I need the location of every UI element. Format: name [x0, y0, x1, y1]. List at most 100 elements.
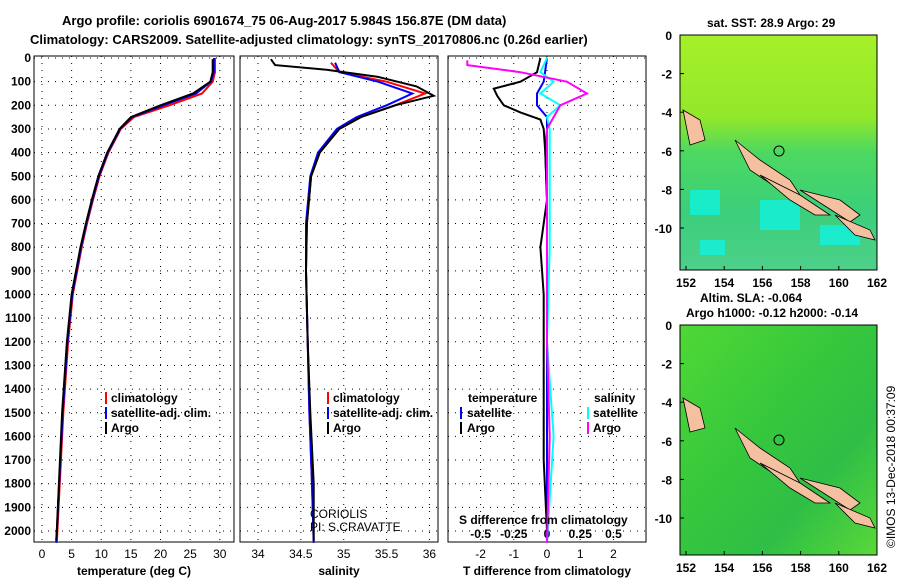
sst-map-title: sat. SST: 28.9 Argo: 29: [707, 16, 836, 30]
map-x-tick-label: 162: [867, 561, 887, 575]
x-axis-label: T difference from climatology: [463, 564, 631, 578]
legend-swatch-argo: [327, 422, 329, 434]
sla-map-title: Altim. SLA: -0.064: [700, 291, 802, 305]
x-tick-label: 15: [124, 547, 138, 561]
legend-label: satellite-adj. clim.: [111, 406, 211, 420]
map-x-tick-label: 160: [829, 276, 849, 290]
map-y-tick-label: -4: [661, 106, 672, 120]
y-tick-label: 800: [11, 240, 31, 254]
y-tick-label: 1500: [4, 406, 31, 420]
map-x-tick-label: 152: [676, 561, 696, 575]
x-tick-label: 0: [544, 547, 551, 561]
y-tick-label: 1800: [4, 477, 31, 491]
map-x-tick-label: 152: [676, 276, 696, 290]
argo-location-marker: [773, 145, 785, 157]
x-tick-label: 35: [337, 547, 351, 561]
legend-swatch-t-satellite: [460, 407, 462, 419]
x-tick-label: 35.5: [375, 547, 399, 561]
x-axis-label: temperature (deg C): [77, 564, 191, 578]
y-tick-label: 100: [11, 75, 31, 89]
sla-field: [679, 324, 878, 556]
legend-label: satellite: [467, 406, 512, 420]
coastline: [682, 109, 876, 241]
legend-label: Argo: [333, 421, 361, 435]
legend-label: climatology: [333, 391, 400, 405]
map-y-tick-label: -10: [655, 512, 673, 526]
map-x-tick-label: 158: [791, 276, 811, 290]
y-tick-label: 500: [11, 169, 31, 183]
plot-frame: [239, 55, 439, 543]
temperature-legend: climatology satellite-adj. clim. Argo: [105, 391, 211, 435]
x-tick-label: 34.5: [289, 547, 313, 561]
sla-map-axes: 152 154 156 158 160 162 0 -2 -4 -6 -8 -10: [655, 319, 888, 575]
y-tick-label: 1300: [4, 358, 31, 372]
map-y-tick-label: -4: [661, 396, 672, 410]
x-tick-label: 30: [213, 547, 227, 561]
map-y-tick-label: -8: [661, 473, 672, 487]
annotation-institution: CORIOLIS: [310, 507, 367, 521]
map-y-tick-label: -8: [661, 183, 672, 197]
legend-label: climatology: [111, 391, 178, 405]
y-tick-label: 900: [11, 264, 31, 278]
x-tick-label: 10: [95, 547, 109, 561]
x-tick-label: 25: [183, 547, 197, 561]
map-x-tick-label: 160: [829, 561, 849, 575]
credit-text: ©IMOS 13-Dec-2018 00:37:09: [884, 385, 898, 548]
y-tick-label: 1200: [4, 335, 31, 349]
legend-title-salinity: salinity: [594, 391, 636, 405]
x-tick-label: 0: [39, 547, 46, 561]
legend-label: satellite: [593, 406, 638, 420]
map-x-tick-label: 162: [867, 276, 887, 290]
legend-swatch-s-argo: [587, 422, 589, 434]
title-line-1: Argo profile: coriolis 6901674_75 06-Aug…: [62, 13, 506, 28]
legend-swatch-satellite: [327, 407, 329, 419]
legend-swatch-climatology: [105, 392, 107, 404]
x-axis-label-s-diff: S difference from climatology: [459, 513, 628, 527]
map-x-tick-label: 156: [752, 276, 772, 290]
legend-label: Argo: [111, 421, 139, 435]
map-y-tick-label: -2: [661, 358, 672, 372]
x-axis-label: salinity: [318, 564, 360, 578]
map-y-tick-label: -6: [661, 435, 672, 449]
x-tick-label: 20: [154, 547, 168, 561]
y-tick-label: 1000: [4, 288, 31, 302]
legend-label: Argo: [467, 421, 495, 435]
x-tick-label: 1: [577, 547, 584, 561]
y-tick-label: 1100: [5, 311, 31, 325]
series-line-argo: [270, 58, 437, 541]
y-tick-label: 1700: [4, 453, 31, 467]
x-tick-label: 5: [68, 547, 75, 561]
map-x-tick-label: 154: [714, 561, 734, 575]
plot-frame: [33, 55, 235, 543]
map-x-tick-label: 154: [714, 276, 734, 290]
annotation-pi: PI: S.CRAVATTE: [310, 520, 401, 534]
sla-map: Altim. SLA: -0.064 Argo h1000: -0.12 h20…: [679, 291, 878, 556]
legend-swatch-climatology: [327, 392, 329, 404]
series-line-argo: [55, 59, 214, 541]
series-line-temperature-argo: [492, 57, 549, 532]
temperature-panel: 0 5 10 15 20 25 30 temperature (deg C) 0 100 200 30…: [4, 51, 235, 578]
sst-map: sat. SST: 28.9 Argo: 29: [679, 16, 878, 271]
map-y-tick-label: 0: [665, 319, 672, 333]
x-tick-label: 2: [610, 547, 617, 561]
y-tick-label: 400: [11, 146, 31, 160]
y-tick-label: 200: [11, 98, 31, 112]
y-tick-label: 700: [11, 217, 31, 231]
legend-label: Argo: [593, 421, 621, 435]
map-y-tick-label: -2: [661, 68, 672, 82]
x2-tick-label: 0.25: [569, 527, 593, 541]
legend-swatch-s-satellite: [587, 407, 589, 419]
map-y-tick-label: -6: [661, 145, 672, 159]
salinity-panel: 34 34.5 35 35.5 36 salinity: [239, 55, 439, 578]
map-y-tick-label: 0: [665, 29, 672, 43]
map-x-tick-label: 158: [791, 561, 811, 575]
y-tick-label: 0: [24, 51, 31, 65]
x2-tick-label: 0.5: [605, 527, 622, 541]
x-tick-label: 34: [251, 547, 265, 561]
coastline: [682, 397, 876, 529]
y-tick-label: 1900: [4, 500, 31, 514]
x-tick-label: 36: [423, 547, 437, 561]
x-tick-label: -1: [508, 547, 519, 561]
legend-title-temperature: temperature: [468, 391, 538, 405]
